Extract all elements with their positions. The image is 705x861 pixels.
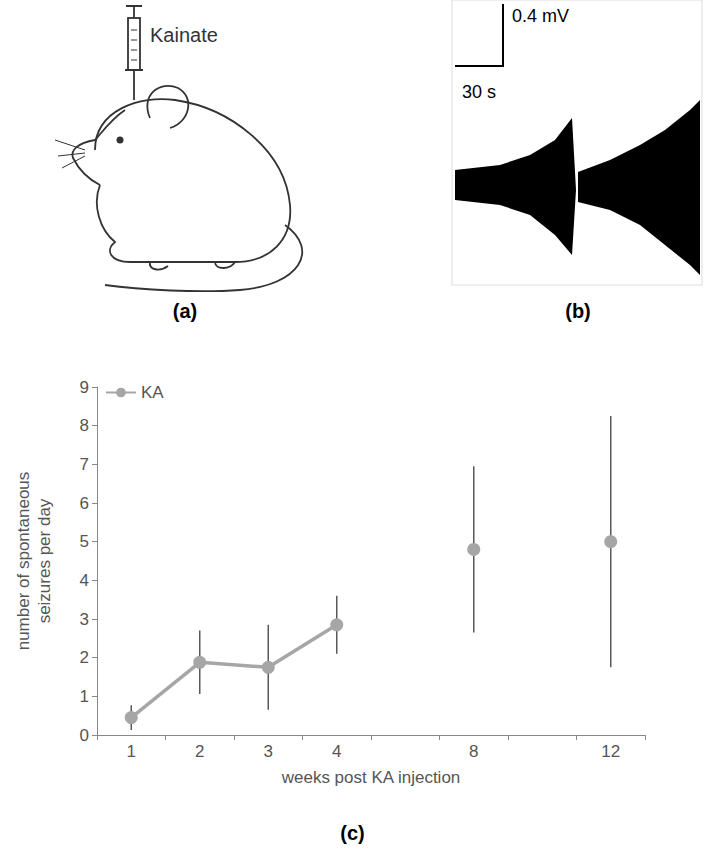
svg-text:1: 1 [127, 742, 136, 761]
svg-text:6: 6 [80, 494, 89, 513]
svg-text:4: 4 [332, 742, 341, 761]
svg-text:30 s: 30 s [462, 82, 496, 102]
svg-text:12: 12 [601, 742, 620, 761]
svg-text:0: 0 [80, 726, 89, 745]
svg-text:8: 8 [80, 416, 89, 435]
svg-text:number of spontaneous: number of spontaneous [14, 472, 33, 651]
svg-text:8: 8 [469, 742, 478, 761]
svg-text:weeks post KA injection: weeks post KA injection [281, 768, 461, 787]
svg-text:5: 5 [80, 532, 89, 551]
svg-text:0.4 mV: 0.4 mV [512, 6, 569, 26]
svg-text:(a): (a) [173, 300, 197, 322]
svg-text:Kainate: Kainate [150, 24, 218, 46]
html-text:(c): (c) [340, 822, 365, 844]
svg-text:seizures per day: seizures per day [35, 498, 54, 623]
svg-text:(b): (b) [565, 300, 591, 322]
svg-text:3: 3 [264, 742, 273, 761]
svg-text:4: 4 [80, 571, 89, 590]
svg-text:7: 7 [80, 455, 89, 474]
svg-text:2: 2 [195, 742, 204, 761]
svg-text:2: 2 [80, 648, 89, 667]
svg-text:9: 9 [80, 378, 89, 397]
svg-text:1: 1 [80, 687, 89, 706]
svg-text:3: 3 [80, 610, 89, 629]
svg-text:KA: KA [141, 383, 164, 402]
